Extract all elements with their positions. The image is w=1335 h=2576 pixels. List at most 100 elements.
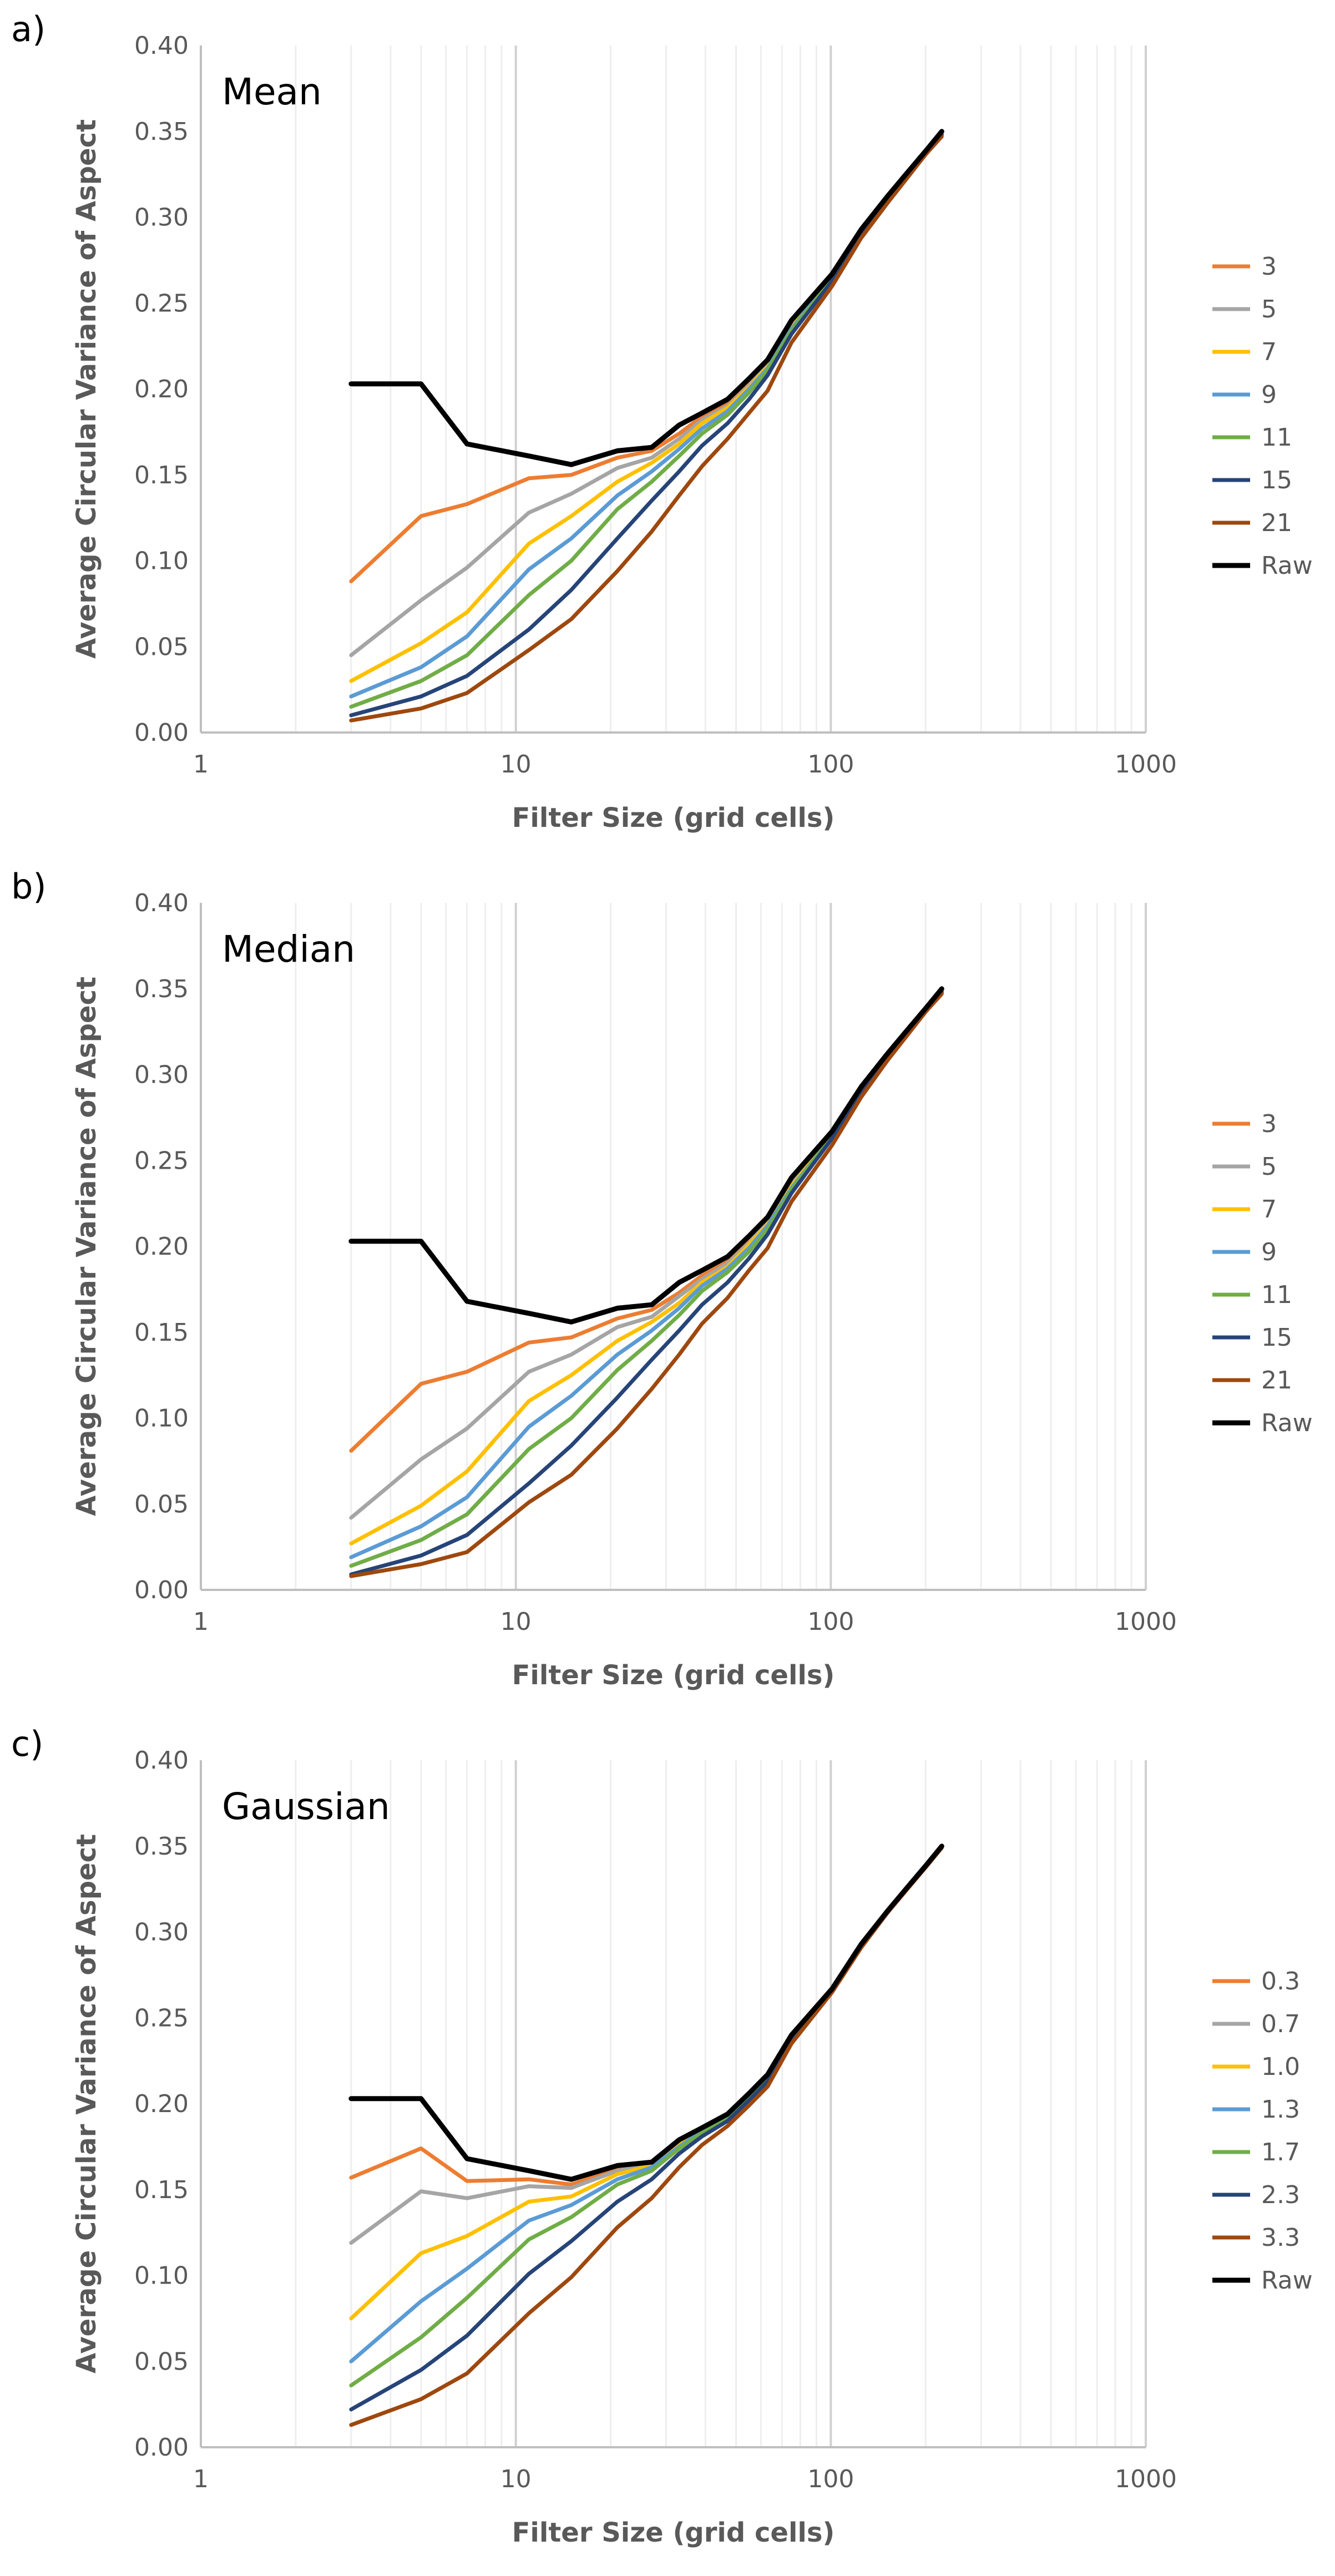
x-tick-label: 100: [807, 2465, 854, 2493]
series-line-1.3: [349, 1844, 944, 2363]
legend-label: 3.3: [1261, 2224, 1300, 2252]
panel-label: b): [11, 866, 47, 907]
legend-label: Raw: [1261, 552, 1313, 580]
y-tick-label: 0.40: [134, 889, 189, 917]
legend-label: 0.3: [1261, 1967, 1300, 1996]
series-line-0.3: [349, 1844, 944, 2186]
y-tick-label: 0.15: [134, 1319, 189, 1347]
y-tick-label: 0.35: [134, 118, 189, 146]
series-line-5: [349, 988, 944, 1520]
y-tick-label: 0.35: [134, 1832, 189, 1861]
gridlines: [295, 903, 1147, 1590]
y-tick-label: 0.25: [134, 1146, 189, 1175]
y-tick-label: 0.00: [134, 719, 189, 747]
panel-label: a): [11, 9, 46, 49]
series-line-5: [349, 131, 944, 658]
y-tick-label: 0.20: [134, 2090, 189, 2118]
y-tick-label: 0.00: [134, 1576, 189, 1604]
y-tick-label: 0.15: [134, 461, 189, 489]
y-tick-label: 0.30: [134, 204, 189, 232]
legend-label: 1.7: [1261, 2138, 1300, 2166]
legend-label: 2.3: [1261, 2181, 1300, 2209]
gridlines: [295, 1760, 1147, 2447]
series-lines: [348, 986, 944, 1578]
series-line-2.3: [349, 1844, 944, 2412]
y-tick-label: 0.05: [134, 1490, 189, 1518]
y-tick-label: 0.10: [134, 2262, 189, 2290]
legend-label: 21: [1261, 509, 1292, 537]
series-line-21: [349, 992, 944, 1578]
legend-label: 15: [1261, 1324, 1292, 1352]
y-tick-label: 0.15: [134, 2176, 189, 2204]
series-line-1.0: [349, 1844, 944, 2321]
legend-label: 7: [1261, 1195, 1277, 1224]
legend-label: 0.7: [1261, 2010, 1300, 2038]
series-line-1.7: [349, 1844, 944, 2388]
gaussian-chart: 0.00 0.05 0.10 0.15 0.20 0.25 0.30 0.35 0.40 1 10 1…: [71, 1746, 1313, 2548]
chart-title: Median: [222, 928, 355, 971]
series-line-15: [349, 990, 944, 1577]
legend: 3 5 7 9 11 15 21 Raw: [1212, 252, 1313, 580]
x-tick-label: 100: [807, 750, 854, 779]
median-chart: 0.00 0.05 0.10 0.15 0.20 0.25 0.30 0.35 0.40 1 10 1…: [71, 889, 1313, 1691]
y-axis-title: Average Circular Variance of Aspect: [71, 1834, 102, 2373]
y-tick-label: 0.35: [134, 975, 189, 1003]
series-lines: [348, 129, 944, 723]
legend: 0.3 0.7 1.0 1.3 1.7 2.3 3.3 Raw: [1212, 1967, 1313, 2295]
x-tick-label: 10: [500, 750, 532, 779]
legend-label: 5: [1261, 1153, 1277, 1181]
y-tick-label: 0.00: [134, 2433, 189, 2462]
series-line-3: [349, 988, 944, 1453]
y-axis-title: Average Circular Variance of Aspect: [71, 119, 102, 659]
x-tick-label: 10: [500, 2465, 532, 2493]
series-line-9: [349, 133, 944, 699]
series-lines: [348, 1843, 944, 2427]
mean-chart: 0.00 0.05 0.10 0.15 0.20 0.25 0.30 0.35 0.40 1 10 1…: [71, 32, 1313, 834]
x-tick-label: 1: [193, 750, 209, 779]
legend-label: 9: [1261, 1238, 1277, 1266]
chart-title: Mean: [222, 70, 322, 113]
y-tick-label: 0.10: [134, 547, 189, 575]
series-line-Raw: [348, 986, 944, 1325]
y-tick-label: 0.40: [134, 32, 189, 60]
x-axis-title: Filter Size (grid cells): [512, 802, 835, 834]
x-tick-label: 1000: [1115, 2465, 1177, 2493]
y-tick-label: 0.05: [134, 2347, 189, 2376]
series-line-3: [349, 131, 944, 584]
x-tick-label: 100: [807, 1608, 854, 1636]
gridlines: [295, 46, 1147, 733]
legend-label: 11: [1261, 423, 1292, 452]
x-tick-label: 10: [500, 1608, 532, 1636]
series-line-15: [349, 133, 944, 718]
chart-title: Gaussian: [222, 1785, 390, 1828]
x-axis-title: Filter Size (grid cells): [512, 2517, 835, 2548]
series-line-21: [349, 134, 944, 723]
legend-label: 11: [1261, 1281, 1292, 1309]
series-line-Raw: [348, 129, 944, 467]
legend-label: 3: [1261, 1110, 1277, 1138]
y-tick-label: 0.20: [134, 1233, 189, 1261]
legend-label: 21: [1261, 1366, 1292, 1395]
x-tick-label: 1000: [1115, 750, 1177, 779]
x-axis-title: Filter Size (grid cells): [512, 1660, 835, 1691]
legend-label: 1.0: [1261, 2053, 1300, 2081]
y-tick-label: 0.05: [134, 633, 189, 661]
legend-label: 9: [1261, 381, 1277, 409]
panel-label: c): [11, 1724, 44, 1764]
chart-panel-gaussian: c) 0.00 0.05 0.10 0.15 0.20 0.25 0.30 0.35 0.40 1…: [0, 1715, 1335, 2569]
series-line-11: [349, 133, 944, 709]
y-tick-label: 0.25: [134, 2004, 189, 2032]
legend-label: 15: [1261, 466, 1292, 494]
series-line-9: [349, 990, 944, 1559]
legend-label: 7: [1261, 338, 1277, 366]
y-tick-label: 0.20: [134, 375, 189, 403]
series-line-11: [349, 990, 944, 1568]
series-line-3.3: [349, 1846, 944, 2427]
legend-label: 5: [1261, 295, 1277, 324]
legend-label: Raw: [1261, 1409, 1313, 1437]
x-tick-label: 1000: [1115, 1608, 1177, 1636]
y-tick-label: 0.10: [134, 1405, 189, 1433]
legend-label: 3: [1261, 252, 1277, 281]
y-axis-title: Average Circular Variance of Aspect: [71, 977, 102, 1516]
chart-panel-mean: a) 0.00 0.05 0.10 0.15 0.20 0.25 0.30 0.35 0.40 1…: [0, 0, 1335, 855]
